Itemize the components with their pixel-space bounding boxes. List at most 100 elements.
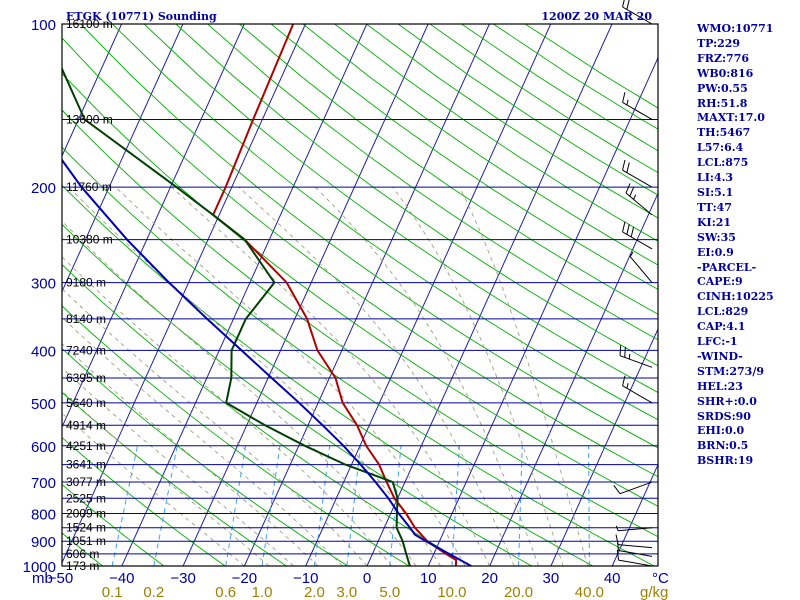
- stability-index: SHR+:0.0: [697, 394, 757, 408]
- wind-barb-flag: [613, 485, 621, 494]
- pressure-label: 100: [31, 17, 56, 34]
- stability-index: SW:35: [697, 230, 736, 244]
- stability-index: CAPE:9: [697, 275, 743, 289]
- pressure-label: 600: [31, 439, 56, 456]
- dry-adiabat: [62, 73, 658, 507]
- height-label: 1051 m: [66, 534, 106, 548]
- background-lines: [0, 24, 658, 578]
- station-title: ETGK (10771) Sounding: [66, 10, 217, 23]
- wind-barbs: [613, 0, 653, 567]
- wind-barb-flag: [630, 226, 635, 238]
- wind-barb-half-flag: [626, 383, 629, 389]
- pressure-label: 300: [31, 276, 56, 293]
- stability-index: LI:4.3: [697, 171, 734, 185]
- wind-barb-half-flag: [633, 194, 637, 200]
- plot-frame: [61, 23, 659, 567]
- dry-adiabat: [62, 305, 410, 566]
- isotherm: [305, 24, 552, 566]
- wind-barb-flag: [622, 159, 626, 171]
- wind-barb-half-flag: [629, 251, 634, 257]
- wind-barb-shaft: [619, 355, 653, 368]
- wind-barb-shaft: [618, 559, 653, 567]
- stability-index: CAP:4.1: [697, 320, 746, 334]
- wind-barb-shaft: [629, 256, 653, 283]
- stability-index: CINH:10225: [697, 290, 774, 304]
- dry-adiabat: [62, 223, 533, 566]
- temperature-tick-label: −20: [232, 570, 257, 587]
- stability-index: SI:5.1: [697, 185, 734, 199]
- dry-adiabat: [62, 109, 658, 538]
- height-label: 2525 m: [66, 491, 106, 505]
- temperature-tick-label: −50: [48, 570, 73, 587]
- stability-index: TP:229: [697, 36, 741, 50]
- height-label: 16100 m: [66, 17, 113, 31]
- wind-barb: [622, 0, 653, 25]
- dry-adiabat: [80, 24, 658, 449]
- wind-barb-shaft: [622, 385, 653, 404]
- temperature-tick-label: −10: [293, 570, 318, 587]
- temperature-tick-label: 0: [363, 570, 371, 587]
- mixing-ratio-label: 10.0: [437, 584, 466, 600]
- wind-barb-flag: [619, 345, 622, 356]
- height-label: 4251 m: [66, 439, 106, 453]
- stability-index: PW:0.55: [697, 81, 748, 95]
- moist-adiabat: [62, 343, 319, 566]
- mixing-ratio-unit: g/kg: [640, 584, 668, 600]
- wind-barb-shaft: [622, 169, 653, 188]
- wind-barb-flag: [616, 549, 620, 561]
- wind-barb-flag: [622, 0, 625, 8]
- pressure-label: 400: [31, 343, 56, 360]
- wind-barb-flag: [626, 224, 630, 235]
- stability-indices-panel: WMO:10771 TP:229 FRZ:776 WB0:816 PW:0.55 RH:5…: [697, 22, 800, 469]
- mixing-ratio-line: [518, 445, 523, 566]
- dry-adiabat: [62, 436, 226, 566]
- stability-index: LCL:829: [697, 305, 749, 319]
- stability-index: EHI:0.0: [697, 424, 745, 438]
- stability-index: TT:47: [697, 200, 732, 214]
- wind-barb: [622, 221, 653, 250]
- stability-index: FRZ:776: [697, 51, 750, 65]
- height-label: 3077 m: [66, 475, 106, 489]
- stability-index: EI:0.9: [697, 245, 734, 259]
- moist-adiabat: [238, 186, 515, 566]
- mixing-ratio-label: 0.1: [102, 584, 123, 600]
- wind-barb: [616, 549, 653, 567]
- dewpoint-profile: [62, 66, 411, 566]
- mixing-ratio-label: 3.0: [336, 584, 357, 600]
- isotherm: [121, 24, 368, 566]
- isotherm: [62, 24, 123, 158]
- mixing-ratio-line: [261, 445, 281, 566]
- pressure-label: 800: [31, 506, 56, 523]
- stability-index: RH:51.8: [697, 96, 748, 110]
- wind-barb-flag: [615, 534, 619, 545]
- dry-adiabat: [270, 24, 658, 290]
- isotherm: [243, 24, 490, 566]
- isotherm: [62, 24, 184, 293]
- wind-barb: [615, 534, 653, 549]
- isotherm: [0, 24, 60, 578]
- mixing-ratio-label: 0.6: [215, 584, 236, 600]
- wind-barb: [622, 92, 653, 120]
- wind-barb: [625, 183, 653, 216]
- height-label: 2009 m: [66, 506, 106, 520]
- temperature-profile: [211, 24, 458, 566]
- mixing-ratio-label: 0.2: [143, 584, 164, 600]
- temperature-tick-label: 20: [481, 570, 498, 587]
- mixing-ratio-label: 5.0: [379, 584, 400, 600]
- height-label: 11760 m: [66, 180, 112, 194]
- wind-barb: [622, 375, 653, 404]
- stability-index: SRDS:90: [697, 409, 751, 423]
- wind-barb-flag: [626, 0, 630, 10]
- stability-index: BSHR:19: [697, 454, 754, 468]
- stability-index: -PARCEL-: [697, 260, 757, 274]
- pressure-label: 700: [31, 475, 56, 492]
- temperature-tick-label: 40: [604, 570, 621, 587]
- dry-adiabat: [62, 532, 104, 566]
- moist-adiabat: [62, 220, 417, 566]
- mixing-ratio-line: [588, 445, 590, 566]
- wind-barb: [622, 159, 653, 188]
- wind-barb-flag: [629, 186, 635, 197]
- temperature-tick-label: −40: [109, 570, 134, 587]
- height-label: 3641 m: [66, 458, 106, 472]
